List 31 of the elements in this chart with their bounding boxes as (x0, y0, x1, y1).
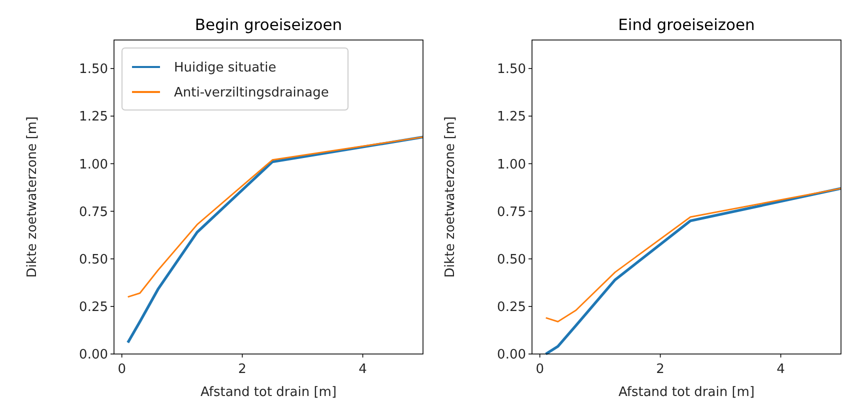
x-axis-title: Afstand tot drain [m] (200, 385, 337, 400)
chart-title: Eind groeiseizoen (618, 16, 755, 34)
x-tick-label: 2 (656, 362, 664, 377)
y-tick-label: 0.50 (79, 252, 108, 268)
line-series (544, 187, 842, 356)
x-tick-label: 4 (358, 362, 367, 377)
line-series (127, 136, 424, 298)
y-tick-label: 0.00 (497, 348, 526, 363)
y-tick-label: 1.00 (79, 157, 108, 172)
y-tick-label: 1.25 (79, 110, 108, 125)
y-tick-label: 0.25 (497, 300, 526, 315)
y-tick-label: 1.25 (497, 110, 526, 125)
x-tick-label: 2 (238, 362, 246, 377)
chart-title: Begin groeiseizoen (194, 16, 342, 34)
y-axis-title: Dikte zoetwaterzone [m] (443, 116, 458, 278)
y-tick-label: 1.50 (79, 62, 108, 78)
y-tick-label: 0.00 (79, 348, 108, 363)
y-tick-label: 0.75 (497, 204, 526, 220)
y-tick-label: 0.75 (79, 204, 108, 220)
line-series (545, 188, 842, 322)
legend-label: Huidige situatie (174, 60, 276, 76)
y-tick-label: 1.00 (497, 157, 526, 172)
y-axis-title: Dikte zoetwaterzone [m] (25, 116, 40, 278)
legend-label: Anti-verziltingsdrainage (174, 86, 329, 101)
y-tick-label: 0.25 (79, 300, 108, 315)
y-tick-label: 0.50 (497, 252, 526, 268)
y-tick-label: 1.50 (497, 62, 526, 78)
x-tick-label: 0 (118, 362, 126, 377)
x-axis-title: Afstand tot drain [m] (618, 385, 755, 400)
x-tick-label: 4 (776, 362, 785, 377)
x-tick-label: 0 (536, 362, 544, 377)
